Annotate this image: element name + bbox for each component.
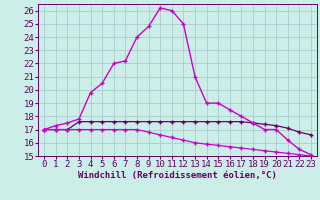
X-axis label: Windchill (Refroidissement éolien,°C): Windchill (Refroidissement éolien,°C) bbox=[78, 171, 277, 180]
